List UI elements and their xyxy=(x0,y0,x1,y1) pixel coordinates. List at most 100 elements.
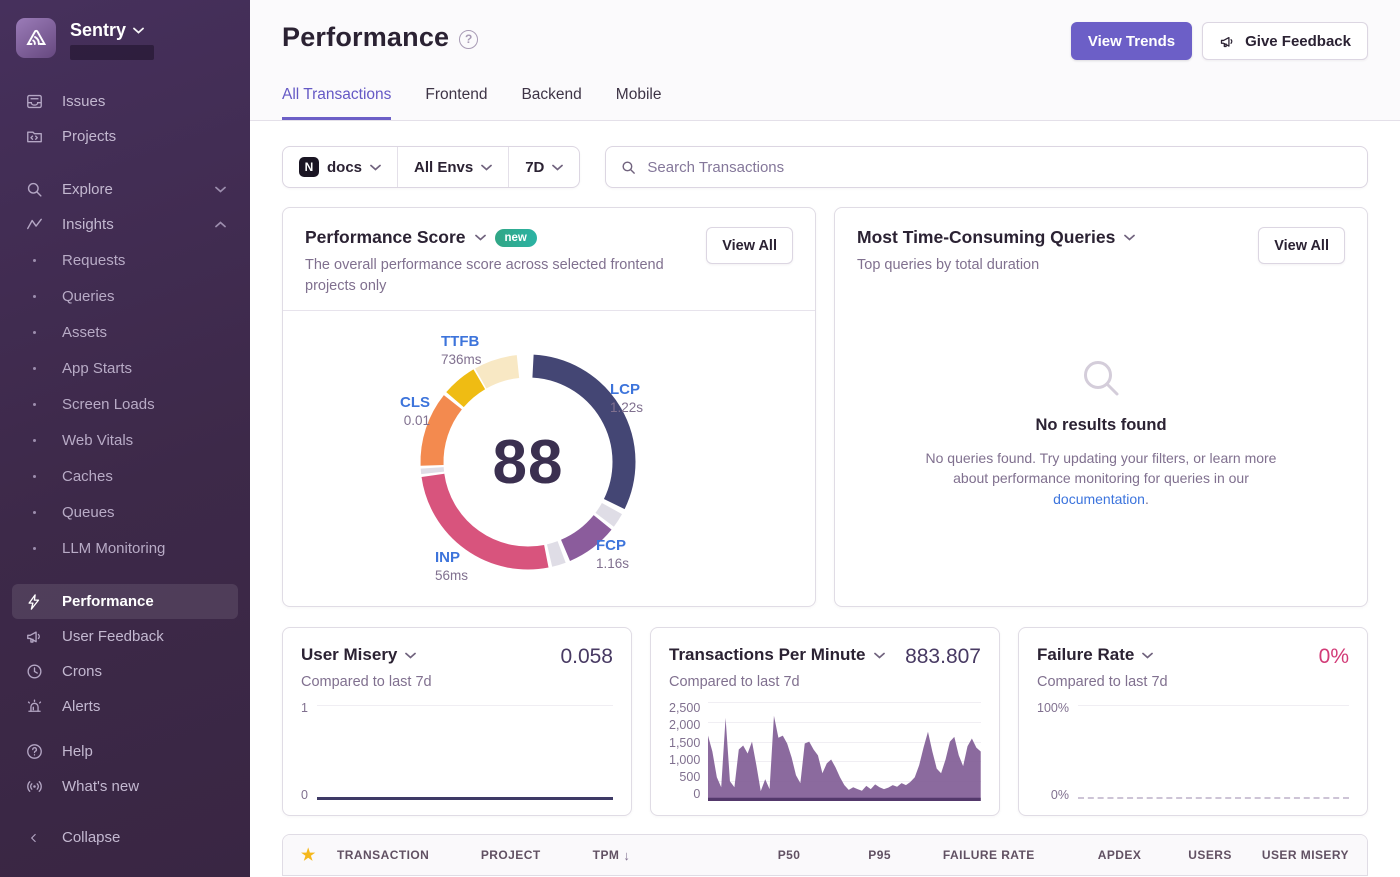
y-axis-tick: 500 xyxy=(679,770,701,785)
environment-filter[interactable]: All Envs xyxy=(397,147,508,187)
user-misery-chart xyxy=(316,702,613,801)
sidebar-item-label: Web Vitals xyxy=(62,431,134,449)
failure-rate-chart xyxy=(1077,702,1349,801)
column-header-apdex[interactable]: APDEX xyxy=(1097,848,1142,862)
sidebar-item-llm-monitoring[interactable]: LLM Monitoring xyxy=(12,530,238,566)
sidebar-item-label: Crons xyxy=(62,663,103,680)
project-filter[interactable]: N docs xyxy=(283,147,397,187)
sidebar-item-performance[interactable]: Performance xyxy=(12,584,238,619)
date-range-label: 7D xyxy=(525,158,545,176)
project-platform-icon: N xyxy=(299,157,319,177)
sidebar-item-crons[interactable]: Crons xyxy=(12,654,238,689)
bullet-icon xyxy=(24,330,44,334)
sidebar-item-label: Collapse xyxy=(62,829,121,846)
chevron-down-icon[interactable] xyxy=(405,652,417,659)
tpm-area-chart xyxy=(708,715,981,801)
y-axis-tick: 1,500 xyxy=(669,735,701,750)
sidebar-item-caches[interactable]: Caches xyxy=(12,458,238,494)
sidebar-item-projects[interactable]: Projects xyxy=(12,119,238,154)
sidebar-item-help[interactable]: Help xyxy=(12,734,238,769)
environment-filter-label: All Envs xyxy=(414,158,474,176)
sidebar-item-screen-loads[interactable]: Screen Loads xyxy=(12,386,238,422)
tab-frontend[interactable]: Frontend xyxy=(425,86,488,103)
documentation-link[interactable]: documentation xyxy=(1053,490,1145,507)
search-transactions-box[interactable] xyxy=(605,146,1368,188)
queries-view-all-button[interactable]: View All xyxy=(1258,227,1345,264)
donut-segment-cls xyxy=(420,395,463,466)
sidebar-item-queries[interactable]: Queries xyxy=(12,278,238,314)
vital-ttfb: TTFB 736ms xyxy=(441,333,482,367)
help-tooltip-icon[interactable]: ? xyxy=(459,29,479,49)
chevron-down-icon[interactable] xyxy=(873,652,885,659)
donut-segment-lcp xyxy=(532,354,636,510)
column-header-project[interactable]: PROJECT xyxy=(480,848,541,862)
sidebar-item-app-starts[interactable]: App Starts xyxy=(12,350,238,386)
sidebar-collapse-button[interactable]: Collapse xyxy=(12,820,238,855)
column-header-transaction[interactable]: TRANSACTION xyxy=(337,848,430,862)
tab-all-transactions[interactable]: All Transactions xyxy=(282,86,392,120)
sidebar-item-label: User Feedback xyxy=(62,628,164,645)
chevron-left-icon xyxy=(24,831,44,845)
sidebar-item-label: Help xyxy=(62,743,93,760)
sidebar-item-issues[interactable]: Issues xyxy=(12,84,238,119)
sidebar-item-alerts[interactable]: Alerts xyxy=(12,689,238,724)
sidebar-item-assets[interactable]: Assets xyxy=(12,314,238,350)
bullet-icon xyxy=(24,294,44,298)
failure-rate-title: Failure Rate xyxy=(1037,645,1135,664)
y-axis-tick: 0 xyxy=(301,787,308,802)
tab-backend[interactable]: Backend xyxy=(521,86,582,103)
transactions-table: ★ TRANSACTION PROJECT TPM ↓ P50 P95 FAILU… xyxy=(282,834,1368,876)
sidebar-item-web-vitals[interactable]: Web Vitals xyxy=(12,422,238,458)
donut-segment-ttfb xyxy=(446,369,486,408)
sidebar-item-label: Insights xyxy=(62,216,114,233)
view-trends-button[interactable]: View Trends xyxy=(1070,22,1193,60)
star-icon[interactable]: ★ xyxy=(301,847,316,864)
column-header-failure-rate[interactable]: FAILURE RATE xyxy=(942,848,1035,862)
tab-mobile[interactable]: Mobile xyxy=(615,86,662,103)
performance-score-view-all-button[interactable]: View All xyxy=(706,227,793,264)
help-icon xyxy=(24,742,44,761)
sidebar-item-label: Assets xyxy=(62,323,108,341)
sidebar-item-requests[interactable]: Requests xyxy=(12,242,238,278)
sidebar-item-label: LLM Monitoring xyxy=(62,539,166,557)
vital-inp: INP 56ms xyxy=(435,549,469,583)
donut-segment-fcp xyxy=(560,514,612,561)
user-misery-subtitle: Compared to last 7d xyxy=(301,674,432,690)
sidebar-item-insights[interactable]: Insights xyxy=(12,207,238,242)
project-filter-label: docs xyxy=(327,158,363,176)
chevron-down-icon[interactable] xyxy=(474,234,486,241)
column-header-tpm[interactable]: TPM ↓ xyxy=(592,847,631,863)
chevron-down-icon[interactable] xyxy=(1124,234,1136,241)
bullet-icon xyxy=(24,510,44,514)
sidebar-item-queues[interactable]: Queues xyxy=(12,494,238,530)
score-value: 88 xyxy=(492,427,564,497)
page-title: Performance ? xyxy=(282,22,479,53)
bullet-icon xyxy=(24,258,44,262)
sidebar-item-user-feedback[interactable]: User Feedback xyxy=(12,619,238,654)
org-switcher[interactable]: Sentry xyxy=(12,14,238,70)
failure-rate-card: Failure Rate 0% Compared to last 7d 100%… xyxy=(1018,627,1368,816)
chevron-down-icon[interactable] xyxy=(1142,652,1154,659)
brand-name: Sentry xyxy=(70,20,127,40)
sidebar-item-label: Screen Loads xyxy=(62,395,155,413)
sidebar-item-label: Projects xyxy=(62,128,117,145)
column-header-p50[interactable]: P50 xyxy=(777,848,801,862)
filter-bar: N docs All Envs 7D xyxy=(282,146,1368,188)
org-name-redacted xyxy=(70,45,154,60)
search-input[interactable] xyxy=(647,158,1353,176)
megaphone-icon xyxy=(1220,36,1233,47)
sentry-logo-icon[interactable] xyxy=(16,18,56,58)
chevron-down-icon xyxy=(370,164,381,171)
give-feedback-button[interactable]: Give Feedback xyxy=(1202,22,1368,60)
column-header-p95[interactable]: P95 xyxy=(868,848,891,862)
sidebar-item-whats-new[interactable]: What's new xyxy=(12,769,238,804)
y-axis-tick: 1,000 xyxy=(669,752,701,767)
bullet-icon xyxy=(24,546,44,550)
y-axis-tick: 100% xyxy=(1037,701,1069,715)
queries-card-subtitle: Top queries by total duration xyxy=(857,257,1040,273)
issues-icon xyxy=(24,92,44,111)
date-range-filter[interactable]: 7D xyxy=(508,147,579,187)
column-header-users[interactable]: USERS xyxy=(1188,848,1232,862)
sidebar-item-explore[interactable]: Explore xyxy=(12,172,238,207)
column-header-user-misery[interactable]: USER MISERY xyxy=(1261,848,1350,862)
